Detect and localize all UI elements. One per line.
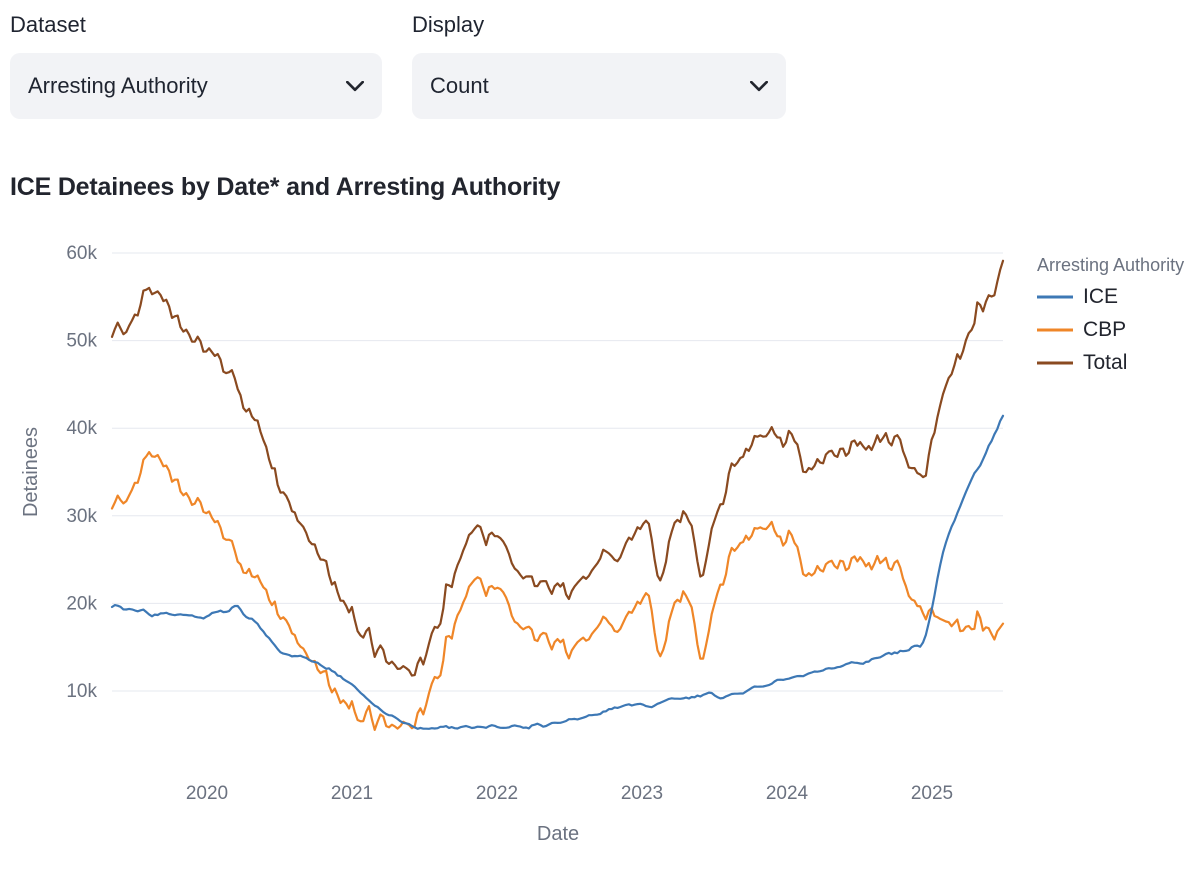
- svg-text:2023: 2023: [621, 783, 663, 804]
- svg-text:2025: 2025: [911, 783, 953, 804]
- svg-text:10k: 10k: [66, 681, 97, 702]
- svg-text:CBP: CBP: [1083, 318, 1126, 341]
- svg-text:Total: Total: [1083, 351, 1127, 374]
- svg-text:60k: 60k: [66, 243, 97, 264]
- svg-text:20k: 20k: [66, 593, 97, 614]
- svg-text:Detainees: Detainees: [20, 427, 42, 517]
- svg-text:2024: 2024: [766, 783, 809, 804]
- svg-text:2022: 2022: [476, 783, 518, 804]
- svg-text:30k: 30k: [66, 506, 97, 527]
- svg-text:50k: 50k: [66, 331, 97, 352]
- svg-text:2021: 2021: [331, 783, 373, 804]
- svg-text:Date: Date: [537, 823, 579, 845]
- svg-text:ICE: ICE: [1083, 285, 1118, 308]
- svg-text:2020: 2020: [186, 783, 228, 804]
- svg-text:40k: 40k: [66, 418, 97, 439]
- svg-text:Arresting Authority: Arresting Authority: [1037, 255, 1184, 275]
